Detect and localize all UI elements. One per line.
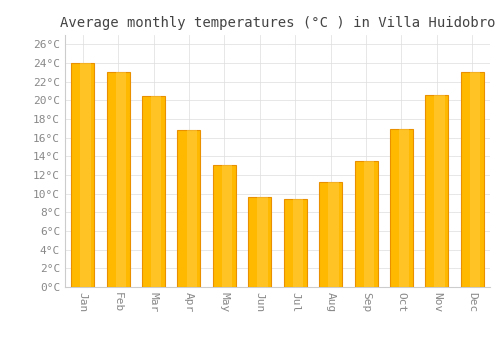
Bar <box>434 95 445 287</box>
Bar <box>80 63 90 287</box>
Bar <box>390 129 413 287</box>
Bar <box>470 72 480 287</box>
Bar <box>364 161 374 287</box>
Bar <box>319 182 342 287</box>
Bar <box>248 197 272 287</box>
Bar <box>186 130 197 287</box>
Bar <box>151 96 162 287</box>
Bar <box>142 96 165 287</box>
Bar <box>426 95 448 287</box>
Bar <box>354 161 378 287</box>
Bar <box>213 165 236 287</box>
Bar <box>116 72 126 287</box>
Bar <box>71 63 94 287</box>
Bar <box>284 199 306 287</box>
Bar <box>222 165 232 287</box>
Bar <box>399 129 409 287</box>
Bar <box>178 130 201 287</box>
Bar <box>258 197 268 287</box>
Title: Average monthly temperatures (°C ) in Villa Huidobro: Average monthly temperatures (°C ) in Vi… <box>60 16 495 30</box>
Bar <box>461 72 484 287</box>
Bar <box>328 182 338 287</box>
Bar <box>106 72 130 287</box>
Bar <box>293 199 303 287</box>
